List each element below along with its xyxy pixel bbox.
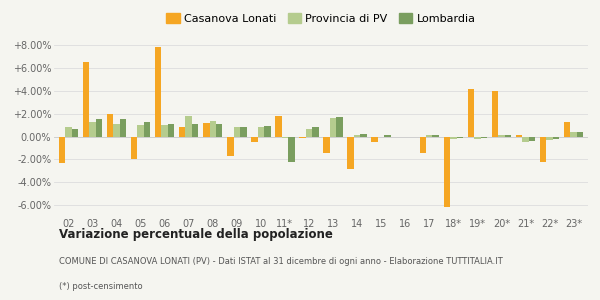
Bar bbox=[361, 134, 367, 136]
Bar bbox=[251, 136, 257, 142]
Bar bbox=[577, 132, 583, 136]
Bar bbox=[299, 136, 306, 138]
Bar bbox=[144, 122, 151, 136]
Bar bbox=[275, 116, 281, 136]
Bar bbox=[553, 136, 559, 139]
Bar bbox=[227, 136, 233, 156]
Bar bbox=[155, 47, 161, 136]
Bar bbox=[443, 136, 450, 208]
Bar bbox=[529, 136, 535, 141]
Bar bbox=[179, 128, 185, 136]
Bar bbox=[131, 136, 137, 159]
Bar bbox=[306, 129, 312, 136]
Bar bbox=[264, 126, 271, 136]
Bar bbox=[120, 119, 126, 136]
Bar bbox=[354, 135, 361, 136]
Bar bbox=[419, 136, 426, 153]
Bar bbox=[323, 136, 330, 153]
Bar bbox=[457, 136, 463, 138]
Bar bbox=[312, 128, 319, 136]
Bar bbox=[564, 122, 571, 136]
Bar bbox=[522, 136, 529, 142]
Bar bbox=[491, 91, 498, 136]
Bar bbox=[137, 125, 144, 136]
Bar bbox=[347, 136, 354, 169]
Bar bbox=[192, 124, 199, 136]
Text: Variazione percentuale della popolazione: Variazione percentuale della popolazione bbox=[59, 228, 333, 241]
Bar bbox=[385, 135, 391, 136]
Bar bbox=[498, 135, 505, 136]
Bar bbox=[96, 119, 102, 136]
Bar bbox=[216, 124, 223, 136]
Bar bbox=[330, 118, 336, 136]
Bar bbox=[336, 117, 343, 136]
Bar bbox=[288, 136, 295, 162]
Legend: Casanova Lonati, Provincia di PV, Lombardia: Casanova Lonati, Provincia di PV, Lombar… bbox=[162, 9, 480, 29]
Bar bbox=[540, 136, 546, 162]
Bar bbox=[65, 128, 71, 136]
Bar bbox=[168, 124, 175, 136]
Bar bbox=[71, 129, 78, 136]
Bar bbox=[113, 124, 120, 136]
Bar bbox=[203, 123, 209, 136]
Bar bbox=[240, 128, 247, 136]
Bar bbox=[505, 135, 511, 136]
Bar bbox=[433, 135, 439, 136]
Bar bbox=[185, 116, 192, 136]
Bar bbox=[450, 136, 457, 139]
Bar bbox=[59, 136, 65, 163]
Bar bbox=[371, 136, 378, 142]
Bar bbox=[233, 128, 240, 136]
Bar bbox=[209, 121, 216, 136]
Bar bbox=[481, 136, 487, 138]
Bar bbox=[281, 136, 288, 138]
Bar bbox=[571, 132, 577, 136]
Bar bbox=[516, 135, 522, 136]
Text: (*) post-censimento: (*) post-censimento bbox=[59, 282, 143, 291]
Bar bbox=[161, 125, 168, 136]
Bar bbox=[546, 136, 553, 140]
Bar bbox=[474, 136, 481, 139]
Bar bbox=[83, 62, 89, 136]
Text: COMUNE DI CASANOVA LONATI (PV) - Dati ISTAT al 31 dicembre di ogni anno - Elabor: COMUNE DI CASANOVA LONATI (PV) - Dati IS… bbox=[59, 257, 503, 266]
Bar bbox=[467, 88, 474, 136]
Bar bbox=[107, 114, 113, 136]
Bar bbox=[426, 135, 433, 136]
Bar bbox=[257, 128, 264, 136]
Bar bbox=[89, 122, 96, 136]
